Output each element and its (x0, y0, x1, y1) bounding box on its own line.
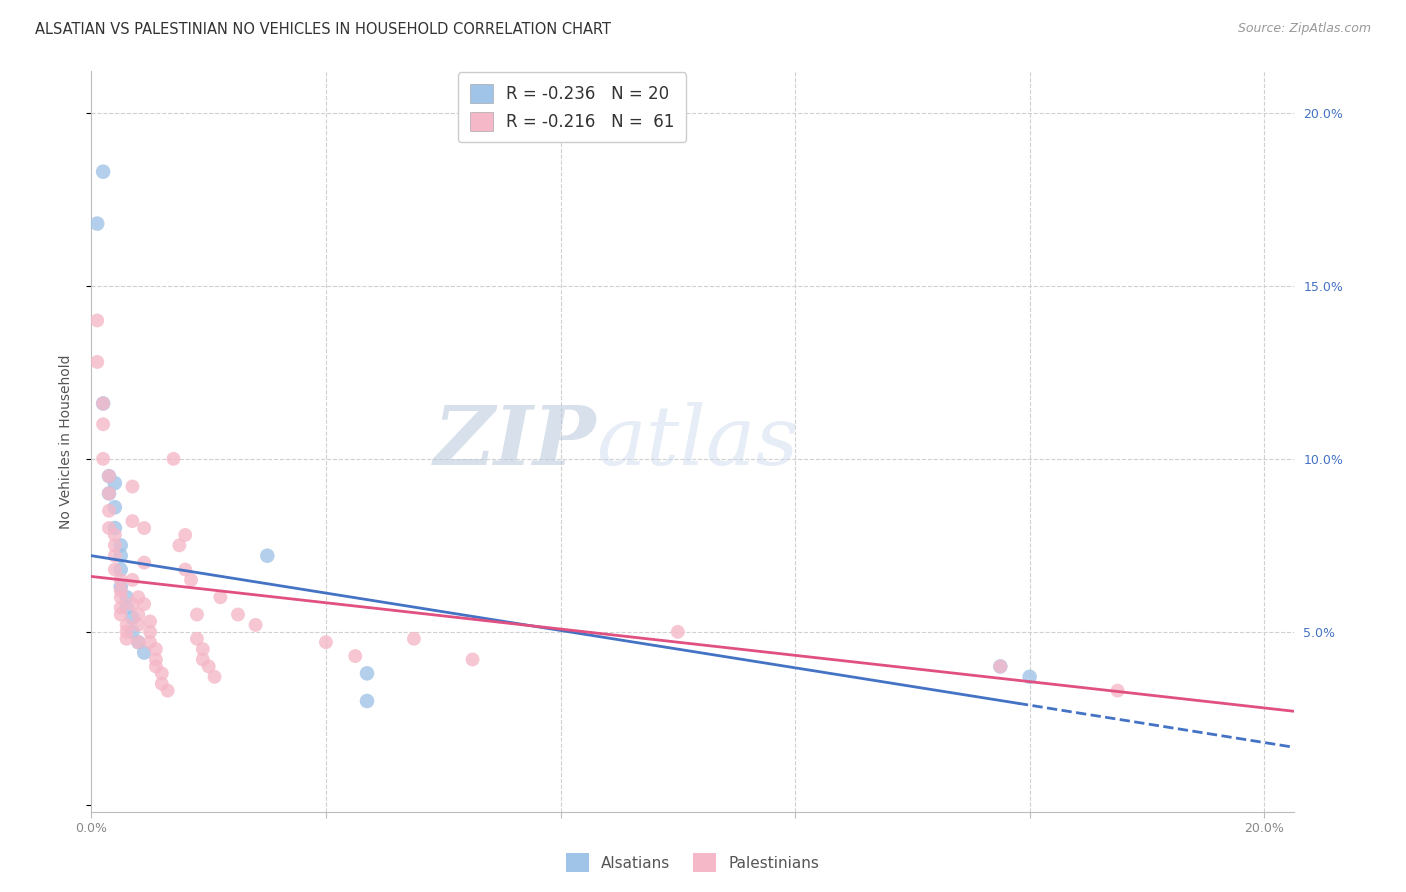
Point (245, 618, 267, 632)
Point (315, 635, 337, 649)
Point (127, 591, 149, 605)
Point (666, 624, 689, 639)
Point (356, 694, 378, 708)
Point (98, 486, 121, 500)
Point (134, 556, 156, 570)
Point (115, 618, 138, 632)
Text: Source: ZipAtlas.com: Source: ZipAtlas.com (1237, 22, 1371, 36)
Point (115, 591, 138, 605)
Point (127, 635, 149, 649)
Point (139, 635, 162, 649)
Point (174, 528, 197, 542)
Point (134, 521, 156, 535)
Point (121, 573, 143, 587)
Point (115, 600, 138, 615)
Point (91, 451, 114, 466)
Point (110, 573, 132, 587)
Point (145, 659, 167, 673)
Point (91, 417, 114, 432)
Point (121, 597, 143, 611)
Point (1018, 670, 1040, 684)
Point (150, 676, 173, 690)
Point (91, 396, 114, 410)
Point (121, 624, 143, 639)
Point (191, 642, 214, 657)
Point (104, 476, 127, 491)
Point (104, 538, 127, 552)
Point (86, 355, 108, 369)
Point (988, 659, 1011, 673)
Text: atlas: atlas (596, 401, 799, 482)
Text: ALSATIAN VS PALESTINIAN NO VEHICLES IN HOUSEHOLD CORRELATION CHART: ALSATIAN VS PALESTINIAN NO VEHICLES IN H… (35, 22, 612, 37)
Point (86, 217, 108, 231)
Point (110, 607, 132, 622)
Point (115, 632, 138, 646)
Point (139, 615, 162, 629)
Point (104, 549, 127, 563)
Point (104, 500, 127, 515)
Point (110, 600, 132, 615)
Point (344, 648, 367, 663)
Point (98, 469, 121, 483)
Point (180, 573, 202, 587)
Point (127, 635, 149, 649)
Point (356, 666, 378, 681)
Point (110, 549, 132, 563)
Point (110, 580, 132, 594)
Point (127, 607, 149, 622)
Point (204, 670, 226, 684)
Text: ZIP: ZIP (433, 401, 596, 482)
Point (91, 164, 114, 178)
Point (121, 514, 143, 528)
Point (226, 607, 249, 622)
Point (98, 504, 121, 518)
Point (256, 549, 278, 563)
Point (110, 591, 132, 605)
Point (461, 652, 484, 666)
Point (186, 632, 208, 646)
Point (402, 632, 425, 646)
Point (209, 591, 232, 605)
Point (988, 659, 1011, 673)
Point (104, 563, 127, 577)
Point (145, 652, 167, 666)
Point (134, 597, 156, 611)
Point (110, 583, 132, 598)
Point (1107, 683, 1129, 698)
Point (134, 646, 156, 660)
Point (169, 538, 191, 552)
Point (139, 624, 162, 639)
Point (150, 666, 173, 681)
Point (186, 607, 208, 622)
Point (156, 683, 179, 698)
Point (162, 451, 184, 466)
Point (121, 479, 143, 493)
Point (98, 486, 121, 500)
Point (104, 528, 127, 542)
Point (115, 624, 138, 639)
Y-axis label: No Vehicles in Household: No Vehicles in Household (59, 354, 73, 529)
Point (197, 659, 219, 673)
Legend: Alsatians, Palestinians: Alsatians, Palestinians (560, 847, 825, 878)
Point (121, 611, 143, 625)
Point (98, 521, 121, 535)
Point (174, 563, 197, 577)
Point (86, 313, 108, 327)
Point (145, 642, 167, 657)
Point (127, 618, 149, 632)
Point (98, 469, 121, 483)
Point (191, 652, 214, 666)
Point (91, 396, 114, 410)
Point (110, 538, 132, 552)
Point (110, 563, 132, 577)
Point (104, 521, 127, 535)
